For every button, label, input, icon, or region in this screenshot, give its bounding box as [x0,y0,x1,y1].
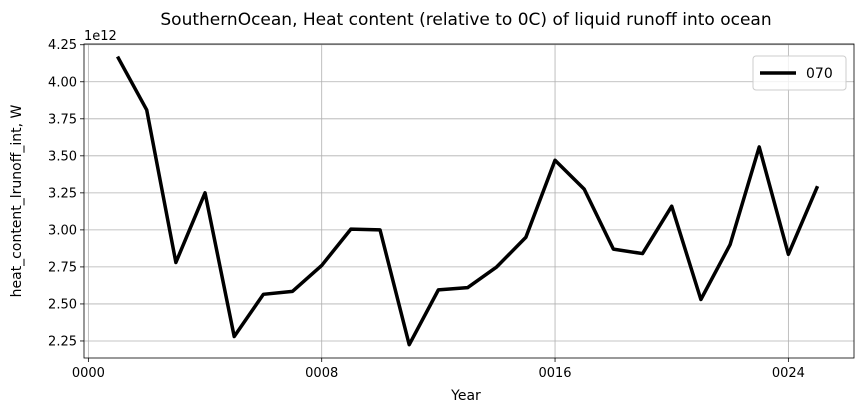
chart-title: SouthernOcean, Heat content (relative to… [160,10,771,30]
series-line-070 [118,57,818,345]
x-tick-label: 0008 [305,366,338,381]
y-tick-label: 2.25 [48,334,77,349]
y-axis-label: heat_content_lrunoff_int, W [9,104,25,297]
x-tick-label: 0016 [538,366,571,381]
x-axis: 0000 0008 0016 0024 [72,358,805,381]
y-tick-label: 3.25 [48,186,77,201]
x-tick-label: 0000 [72,366,105,381]
y-tick-label: 4.25 [48,38,77,53]
legend-label: 070 [806,66,833,82]
y-tick-label: 2.75 [48,260,77,275]
y-axis: 2.25 2.50 2.75 3.00 3.25 3.50 3.75 4.00 4.25 [48,38,84,349]
x-axis-label: Year [450,388,481,404]
legend: 070 [753,56,846,90]
grid-lines [84,44,854,358]
y-tick-label: 4.00 [48,75,77,90]
y-offset-label: 1e12 [84,29,117,44]
series-group [117,56,817,344]
y-tick-label: 3.50 [48,149,77,164]
plot-frame [84,44,854,358]
y-tick-label: 3.00 [48,223,77,238]
x-tick-label: 0024 [772,366,805,381]
y-tick-label: 3.75 [48,112,77,127]
y-tick-label: 2.50 [48,297,77,312]
